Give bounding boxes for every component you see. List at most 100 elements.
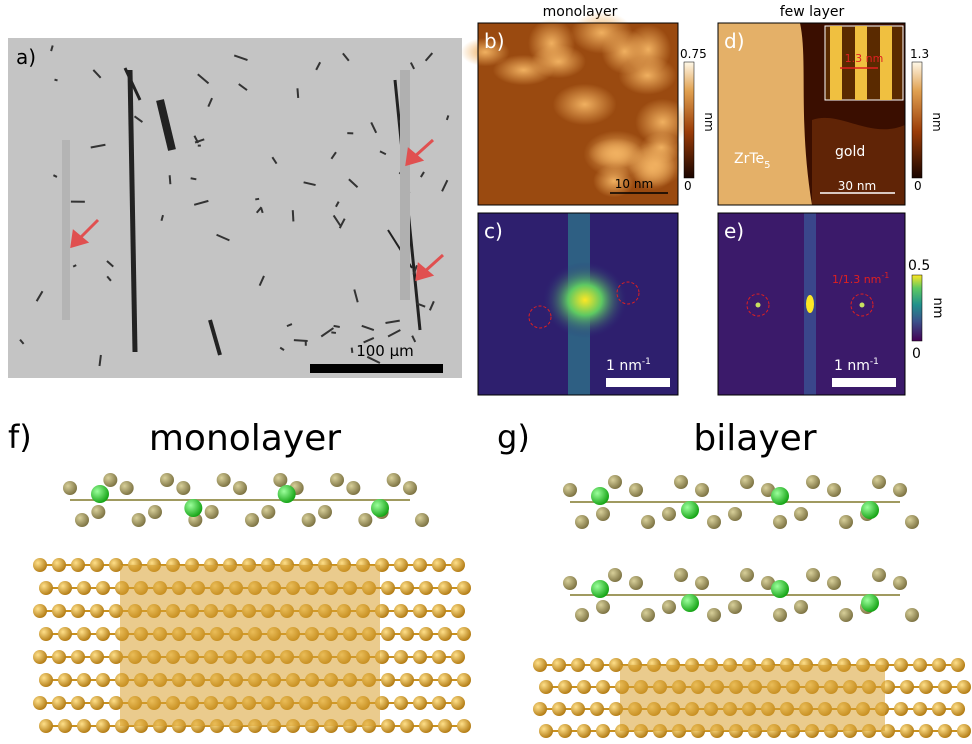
atom [900, 724, 914, 738]
colorbar-unit: nm [930, 112, 944, 131]
atom [381, 719, 395, 733]
atom [451, 696, 465, 710]
atom [740, 475, 754, 489]
atom [596, 507, 610, 521]
atom [695, 576, 709, 590]
atom [33, 604, 47, 618]
atom [77, 673, 91, 687]
atom [938, 680, 952, 694]
atom [457, 627, 471, 641]
atom [957, 724, 971, 738]
afm-blob [553, 84, 617, 126]
atom [403, 481, 417, 495]
atom [451, 650, 465, 664]
atom [52, 696, 66, 710]
atom [861, 501, 879, 519]
atom [184, 499, 202, 517]
atom [932, 702, 946, 716]
atom [394, 604, 408, 618]
atom [58, 719, 72, 733]
slab-body [120, 565, 380, 726]
atom [415, 513, 429, 527]
atom [381, 581, 395, 595]
atom [539, 680, 553, 694]
atom [413, 558, 427, 572]
atom [413, 604, 427, 618]
atom [77, 581, 91, 595]
atom [160, 473, 174, 487]
material-main: ZrTe [734, 151, 764, 167]
atom [71, 604, 85, 618]
atom [273, 473, 287, 487]
panel-label: g) [497, 418, 530, 456]
peak-sup: -1 [881, 271, 889, 280]
atom [77, 719, 91, 733]
atom [590, 702, 604, 716]
faint-flake [62, 140, 70, 320]
flake [55, 80, 58, 81]
atom [381, 627, 395, 641]
atom [71, 558, 85, 572]
colorbar [912, 275, 922, 341]
afm-blob [635, 99, 690, 146]
atom [707, 608, 721, 622]
atom [90, 558, 104, 572]
atom [90, 696, 104, 710]
atom [419, 581, 433, 595]
atom [590, 658, 604, 672]
colorbar [912, 62, 922, 178]
atom [318, 505, 332, 519]
atom [387, 473, 401, 487]
atom [539, 724, 553, 738]
atom [278, 485, 296, 503]
atom [563, 576, 577, 590]
flake [331, 332, 336, 333]
fft-center [543, 262, 627, 338]
panel-title: monolayer [149, 418, 341, 459]
atom [438, 581, 452, 595]
atom [575, 608, 589, 622]
atom [432, 604, 446, 618]
atom [913, 702, 927, 716]
scale-label: 30 nm [838, 179, 876, 193]
atom [96, 673, 110, 687]
flake [294, 340, 308, 341]
atom [96, 627, 110, 641]
atom [894, 702, 908, 716]
colorbar-min: 0 [684, 179, 692, 193]
atom [596, 600, 610, 614]
atom [103, 473, 117, 487]
atom [558, 680, 572, 694]
atom [394, 558, 408, 572]
colorbar-min: 0 [912, 346, 921, 362]
atom [371, 499, 389, 517]
atom [571, 658, 585, 672]
atom [400, 673, 414, 687]
atom [96, 719, 110, 733]
atom [39, 719, 53, 733]
atom [52, 604, 66, 618]
scale-bar [310, 364, 443, 373]
scale-bar [832, 378, 896, 387]
flake [293, 210, 294, 221]
peak [756, 303, 761, 308]
atom [827, 576, 841, 590]
atom [839, 515, 853, 529]
atom [33, 650, 47, 664]
atom [77, 627, 91, 641]
colorbar-max: 0.5 [908, 258, 930, 274]
atom [176, 481, 190, 495]
panel-label: d) [724, 29, 745, 53]
atom [806, 568, 820, 582]
atom [91, 505, 105, 519]
atom [58, 627, 72, 641]
atom [591, 580, 609, 598]
atom [400, 581, 414, 595]
atom [827, 483, 841, 497]
afm-blob [588, 138, 643, 168]
atom [608, 475, 622, 489]
atom [346, 481, 360, 495]
atom [71, 650, 85, 664]
atom [205, 505, 219, 519]
colorbar-max: 0.75 [680, 47, 707, 61]
